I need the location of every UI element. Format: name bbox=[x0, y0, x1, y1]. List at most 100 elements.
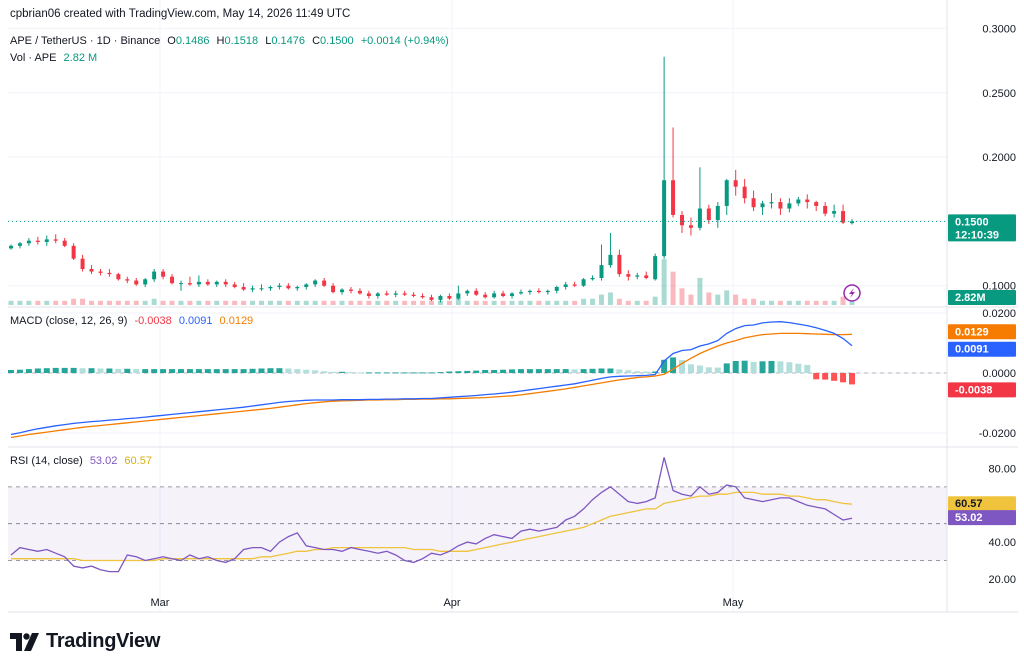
macd-legend[interactable]: MACD (close, 12, 26, 9) -0.0038 0.0091 0… bbox=[10, 315, 257, 327]
volume-bar bbox=[151, 298, 157, 305]
macd-histogram-bar bbox=[464, 370, 471, 373]
candle-body bbox=[53, 239, 58, 241]
macd-label: MACD (close, 12, 26, 9) bbox=[10, 315, 128, 327]
macd-histogram-bar bbox=[88, 368, 95, 373]
candle-body bbox=[617, 254, 622, 275]
volume-bar bbox=[634, 300, 640, 305]
rsi-ma-value: 60.57 bbox=[124, 455, 152, 467]
candle-body bbox=[688, 225, 693, 228]
last-price-tag-text: 0.1500 bbox=[955, 216, 989, 228]
symbol-legend[interactable]: APE / TetherUS · 1D · Binance O0.1486 H0… bbox=[10, 35, 453, 47]
macd-histogram-bar bbox=[786, 362, 793, 373]
brand-name: TradingView bbox=[46, 630, 161, 652]
volume-bar bbox=[124, 300, 130, 305]
volume-tag-bg bbox=[948, 290, 1016, 305]
candle-body bbox=[134, 280, 139, 285]
macd-histogram-bar bbox=[61, 367, 68, 373]
volume-bar bbox=[169, 300, 175, 305]
candle-body bbox=[841, 211, 846, 223]
macd-histogram-bar bbox=[347, 372, 354, 374]
macd-histogram-bar bbox=[598, 368, 605, 373]
candle-body bbox=[62, 240, 67, 246]
volume-bar bbox=[384, 300, 390, 305]
candle-body bbox=[518, 292, 523, 294]
volume-bar bbox=[840, 296, 846, 305]
volume-bar bbox=[411, 300, 417, 305]
volume-bar bbox=[768, 300, 774, 305]
macd-histogram-bar bbox=[625, 370, 632, 373]
rsi-value: 53.02 bbox=[89, 455, 118, 467]
symbol-name[interactable]: APE / TetherUS · 1D · Binance bbox=[10, 35, 161, 47]
macd-histogram-bar bbox=[177, 369, 184, 373]
chart-credit: cpbrian06 created with TradingView.com, … bbox=[10, 8, 351, 20]
candle-body bbox=[447, 295, 452, 299]
price-tick-label: 0.2000 bbox=[982, 152, 1016, 164]
candle-body bbox=[608, 254, 613, 266]
high-label: H bbox=[216, 35, 225, 47]
open-value: O0.1486 bbox=[167, 35, 209, 47]
volume-bar bbox=[777, 300, 783, 305]
candle-body bbox=[161, 271, 166, 277]
macd-histogram-bar bbox=[705, 367, 712, 373]
macd-histogram-bar bbox=[509, 369, 516, 373]
rsi-value-tag-bg bbox=[948, 510, 1016, 526]
macd-histogram-bar bbox=[732, 361, 739, 373]
candle-body bbox=[438, 295, 443, 300]
volume-bar bbox=[590, 298, 596, 305]
macd-histogram-bar bbox=[115, 368, 122, 373]
rsi-ma-tag-bg bbox=[948, 496, 1016, 512]
rsi-legend[interactable]: RSI (14, close) 53.02 60.57 bbox=[10, 455, 156, 467]
candle-body bbox=[850, 221, 854, 224]
macd-line bbox=[10, 321, 853, 436]
candle-body bbox=[340, 289, 345, 293]
candle-body bbox=[241, 286, 246, 290]
macd-signal-tag-text: 0.0129 bbox=[955, 326, 989, 338]
volume-bar bbox=[563, 300, 569, 305]
volume-bar bbox=[527, 300, 533, 305]
candle-body bbox=[715, 205, 720, 221]
rsi-band-fill bbox=[8, 486, 947, 561]
macd-histogram-bar bbox=[124, 368, 131, 373]
candle-body bbox=[17, 243, 22, 246]
volume-bar bbox=[795, 300, 801, 305]
tradingview-logo[interactable]: TradingView bbox=[10, 630, 160, 653]
candle-body bbox=[599, 265, 604, 278]
macd-histogram-bar bbox=[267, 368, 274, 373]
volume-bar bbox=[437, 300, 443, 305]
candle-body bbox=[98, 271, 103, 273]
low-label: L bbox=[265, 35, 272, 47]
macd-histogram-bar bbox=[652, 371, 659, 373]
high-number: 0.1518 bbox=[224, 35, 259, 47]
candle-body bbox=[384, 293, 389, 295]
macd-histogram-bar bbox=[634, 371, 641, 373]
volume-bar bbox=[598, 294, 604, 305]
volume-bar bbox=[751, 298, 757, 305]
rsi-line bbox=[10, 457, 853, 573]
volume-bar bbox=[285, 300, 291, 305]
candle-body bbox=[832, 211, 837, 214]
candle-body bbox=[501, 293, 506, 296]
candle-body bbox=[286, 285, 291, 289]
candle-body bbox=[769, 202, 774, 204]
macd-histogram-bar bbox=[535, 369, 542, 373]
volume-bar bbox=[500, 300, 506, 305]
macd-panel bbox=[8, 321, 947, 439]
candle-body bbox=[322, 280, 327, 286]
open-number: 0.1486 bbox=[175, 35, 210, 47]
macd-histogram-bar bbox=[804, 364, 811, 373]
macd-histogram-bar bbox=[16, 369, 23, 373]
candle-body bbox=[402, 293, 407, 295]
volume-legend[interactable]: Vol · APE 2.82 M bbox=[10, 52, 101, 64]
volume-bar bbox=[831, 300, 837, 305]
macd-tick-label: 0.0000 bbox=[982, 368, 1016, 380]
macd-hist-tag-bg bbox=[948, 382, 1016, 398]
macd-tick-label: -0.0200 bbox=[979, 428, 1016, 440]
lightning-icon bbox=[849, 288, 855, 298]
volume-bar bbox=[572, 300, 578, 305]
macd-histogram-bar bbox=[616, 369, 623, 373]
volume-bar bbox=[402, 300, 408, 305]
macd-histogram-bar bbox=[455, 371, 462, 373]
candle-body bbox=[724, 180, 729, 206]
volume-bar bbox=[679, 288, 685, 305]
